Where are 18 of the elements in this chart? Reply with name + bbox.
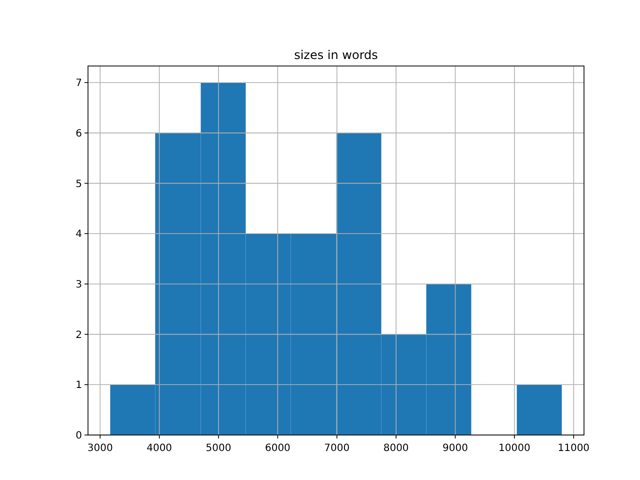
- y-tick-label: 3: [76, 279, 82, 290]
- x-tick-label: 6000: [264, 443, 290, 454]
- y-tick-label: 6: [76, 128, 82, 140]
- x-tick-label: 11000: [558, 443, 590, 454]
- chart-title: sizes in words: [294, 48, 378, 62]
- x-tick-label: 7000: [324, 443, 350, 454]
- x-tick-label: 3000: [87, 443, 113, 454]
- y-tick-label: 5: [76, 178, 82, 190]
- y-tick-label: 0: [76, 430, 82, 442]
- x-tick-label: 8000: [383, 443, 409, 454]
- x-tick-label: 4000: [146, 443, 172, 454]
- y-tick-label: 4: [76, 229, 82, 240]
- y-tick-label: 2: [76, 330, 82, 341]
- x-tick-label: 10000: [498, 443, 530, 454]
- x-tick-label: 9000: [442, 443, 468, 454]
- y-tick-label: 7: [76, 78, 82, 90]
- x-tick-label: 5000: [206, 443, 232, 454]
- y-tick-label: 1: [76, 380, 82, 392]
